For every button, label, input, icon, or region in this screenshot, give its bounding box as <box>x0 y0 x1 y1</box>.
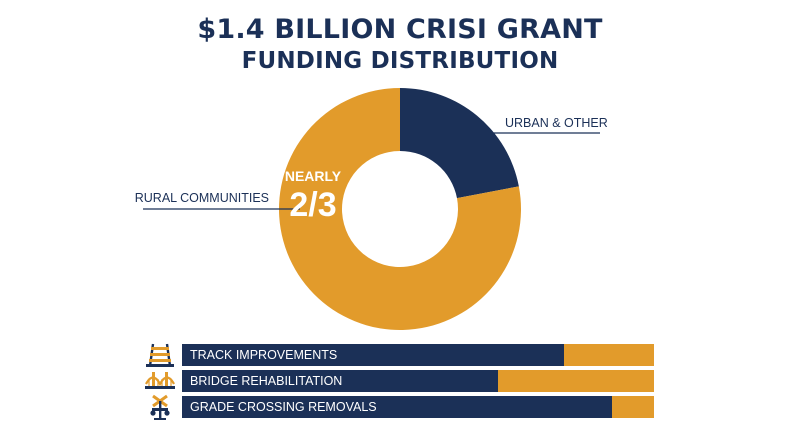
slice-label-urban-other: URBAN & OTHER <box>505 116 608 130</box>
bar-track: BRIDGE REHABILITATION <box>182 370 654 392</box>
bar-track: TRACK IMPROVEMENTS <box>182 344 654 366</box>
bar-fill <box>182 396 612 418</box>
slice-label-rural-communities: RURAL COMMUNITIES <box>135 191 269 205</box>
bridge-icon <box>145 372 175 389</box>
chart-subtitle: FUNDING DISTRIBUTION <box>241 48 559 74</box>
donut-annotation-line2: 2/3 <box>289 186 336 224</box>
bar-fill <box>182 370 499 392</box>
railroad-track-icon <box>146 343 174 367</box>
bar-label: TRACK IMPROVEMENTS <box>190 348 338 362</box>
bar-track: GRADE CROSSING REMOVALS <box>182 396 654 418</box>
donut-annotation-line1: NEARLY <box>285 168 342 184</box>
bar-row-grade-crossing-removals: GRADE CROSSING REMOVALS <box>144 394 656 420</box>
donut-slice-1 <box>278 87 521 330</box>
donut-slice-0 <box>400 88 519 199</box>
bar-fill <box>182 344 565 366</box>
bar-label: BRIDGE REHABILITATION <box>190 374 343 388</box>
railroad-crossing-icon <box>150 394 170 420</box>
donut-chart: URBAN & OTHER RURAL COMMUNITIES NEARLY 2/3 <box>135 87 608 330</box>
chart-title: $1.4 BILLION CRISI GRANT <box>197 14 603 45</box>
bar-row-track-improvements: TRACK IMPROVEMENTS <box>144 343 656 367</box>
bar-row-bridge-rehabilitation: BRIDGE REHABILITATION <box>144 370 656 392</box>
bar-label: GRADE CROSSING REMOVALS <box>190 400 377 414</box>
